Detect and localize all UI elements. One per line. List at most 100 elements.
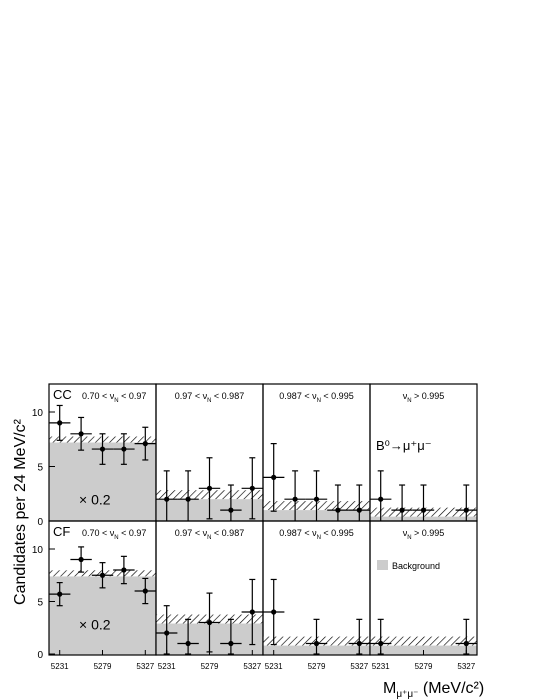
y-tick-label: 0	[37, 517, 43, 528]
x-axis-label-unit: (MeV/c²)	[418, 680, 484, 697]
scale-factor-label: × 0.2	[79, 616, 111, 632]
panel-cc-2: 0.97 < νN < 0.987	[155, 383, 264, 522]
panel-cut-label-tail: < 0.987	[211, 391, 244, 401]
panel-cut-label-main: 0.97 < ν	[175, 528, 208, 538]
x-tick-label: 5327	[457, 662, 475, 671]
background-fill	[49, 576, 156, 655]
data-point	[164, 496, 170, 502]
data-point	[57, 420, 63, 426]
panel-cut-label: 0.987 < νN < 0.995	[279, 528, 353, 541]
panel-cc-3: 0.987 < νN < 0.995	[262, 383, 371, 522]
x-tick-label: 5279	[308, 662, 326, 671]
x-tick-label: 5279	[94, 662, 112, 671]
data-point	[271, 474, 277, 480]
x-axis-label-main: M	[383, 680, 396, 697]
data-point	[313, 496, 320, 502]
x-tick-label: 5231	[158, 662, 176, 671]
data-point	[185, 640, 191, 647]
panel-cf-4: νN > 0.995 Background	[369, 520, 478, 656]
panel-cut-label-main: ν	[403, 391, 408, 401]
panel-cut-label-subscript: N	[207, 535, 211, 541]
panel-cc-1: 0.70 < νN < 0.97 CC × 0.2	[48, 383, 157, 522]
data-point	[142, 441, 148, 447]
panel-cut-label-tail: < 0.995	[321, 528, 354, 538]
data-point	[78, 556, 84, 563]
panel-cut-label: 0.97 < νN < 0.987	[175, 528, 244, 541]
x-tick-label: 5327	[243, 662, 261, 671]
data-point	[78, 431, 84, 437]
data-point	[185, 496, 191, 502]
panel-cut-label-subscript: N	[407, 398, 411, 404]
panel-cut-label-subscript: N	[317, 535, 321, 541]
data-point	[57, 591, 63, 597]
panel-cf-1: 0.70 < νN < 0.97 CF × 0.2	[48, 520, 157, 656]
scale-factor-label: × 0.2	[79, 492, 111, 508]
y-tick-label: 10	[32, 545, 44, 556]
panel-cut-label-tail: > 0.995	[412, 391, 445, 401]
x-tick-label: 5279	[201, 662, 219, 671]
panel-cut-label-main: 0.70 < ν	[82, 528, 115, 538]
data-point	[292, 496, 298, 502]
panel-cut-label-subscript: N	[114, 398, 118, 404]
y-axis-label: Candidates per 24 MeV/c²	[12, 418, 29, 605]
x-tick-label: 5279	[415, 662, 433, 671]
panel-cut-label: 0.987 < νN < 0.995	[279, 391, 353, 404]
panel-cut-label-subscript: N	[207, 398, 211, 404]
panel-cut-label-tail: < 0.97	[119, 391, 147, 401]
panel-cc-4: νN > 0.995 B⁰→μ⁺μ⁻	[369, 383, 478, 522]
x-tick-label: 5231	[372, 662, 390, 671]
legend-label: Background	[392, 561, 440, 571]
background-band	[370, 636, 477, 646]
data-point	[206, 619, 213, 626]
data-point	[378, 640, 384, 647]
data-point	[335, 507, 341, 513]
y-tick-label: 0	[37, 650, 43, 661]
data-point	[121, 446, 127, 452]
data-point	[399, 507, 405, 513]
data-point	[271, 609, 277, 615]
panel-cut-label-tail: < 0.987	[211, 528, 244, 538]
panel-cut-label-subscript: N	[317, 398, 321, 404]
panel-cut-label-main: 0.987 < ν	[279, 391, 317, 401]
data-point	[99, 446, 106, 452]
data-point	[249, 485, 255, 491]
x-tick-label: 5231	[265, 662, 283, 671]
panel-cf-3: 0.987 < νN < 0.995	[262, 520, 371, 656]
data-point	[249, 609, 255, 615]
data-point	[463, 507, 469, 513]
panel-cut-label-main: 0.987 < ν	[279, 528, 317, 538]
panel-cut-label-subscript: N	[114, 535, 118, 541]
x-tick-label: 5327	[136, 662, 154, 671]
data-point	[420, 507, 427, 513]
data-point	[142, 588, 148, 594]
row-label: CC	[53, 387, 72, 402]
panel-cut-label-tail: < 0.995	[321, 391, 354, 401]
x-axis-label-subscript: μ⁺μ⁻	[396, 689, 418, 699]
data-point	[164, 630, 170, 636]
data-point	[228, 507, 234, 513]
data-point	[206, 485, 213, 491]
panel-cut-label: νN > 0.995	[403, 391, 445, 404]
panel-cut-label-main: 0.97 < ν	[175, 391, 208, 401]
data-point	[463, 640, 469, 647]
data-point	[99, 572, 106, 578]
panel-frame	[369, 520, 478, 656]
panel-cut-label: 0.97 < νN < 0.987	[175, 391, 244, 404]
panel-cut-label: νN > 0.995	[403, 528, 445, 541]
panel-cut-label: 0.70 < νN < 0.97	[82, 391, 146, 404]
data-point	[378, 496, 384, 502]
x-tick-label: 5231	[51, 662, 69, 671]
y-tick-label: 5	[37, 598, 43, 609]
panel-cut-label-tail: > 0.995	[412, 528, 445, 538]
data-point	[313, 640, 320, 647]
legend-swatch	[377, 560, 388, 570]
panel-cut-label-main: ν	[403, 528, 408, 538]
y-tick-label: 5	[37, 463, 43, 474]
decay-label: B⁰→μ⁺μ⁻	[376, 438, 432, 453]
panel-cf-2: 0.97 < νN < 0.987	[155, 520, 264, 656]
data-point	[228, 640, 234, 647]
data-point	[356, 640, 362, 647]
panel-cut-label-tail: < 0.97	[119, 528, 147, 538]
